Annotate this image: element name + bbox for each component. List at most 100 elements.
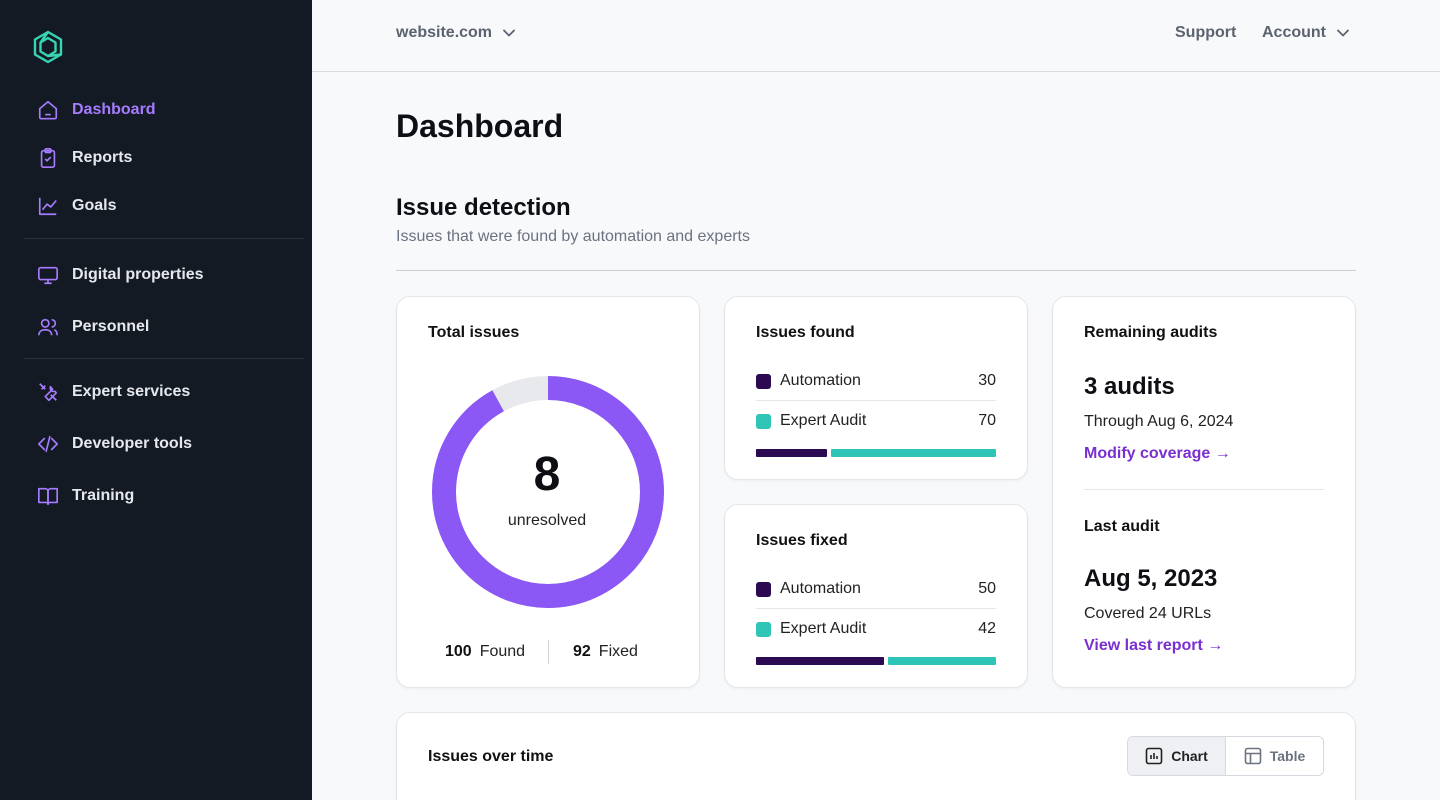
- donut-fixed-arc: [432, 376, 664, 608]
- home-icon: [36, 98, 60, 122]
- card-title: Issues found: [756, 324, 855, 341]
- row-divider: [756, 608, 996, 609]
- issues-fixed-card: Issues fixed Automation 50 Expert Audit …: [724, 504, 1028, 688]
- sidebar-item-label: Training: [72, 487, 135, 504]
- row-label: Expert Audit: [780, 620, 867, 637]
- row-label: Expert Audit: [780, 412, 867, 429]
- expert-audit-swatch: [756, 621, 771, 637]
- section-divider: [396, 270, 1356, 271]
- view-toggle: Chart Table: [1127, 736, 1324, 776]
- row-value: 30: [978, 372, 996, 389]
- support-label: Support: [1175, 24, 1237, 41]
- found-label: Found: [479, 643, 526, 660]
- sidebar-item-dashboard[interactable]: Dashboard: [24, 90, 304, 130]
- row-label: Automation: [780, 372, 861, 389]
- fixed-label: Fixed: [598, 643, 638, 660]
- page-title: Dashboard: [396, 108, 564, 144]
- tools-icon: [36, 380, 60, 404]
- issues-found-card: Issues found Automation 30 Expert Audit …: [724, 296, 1028, 480]
- sidebar-item-expert-services[interactable]: Expert services: [24, 372, 304, 412]
- card-title: Total issues: [428, 324, 520, 341]
- fixed-count: 92: [573, 643, 591, 660]
- code-icon: [36, 432, 60, 456]
- automation-swatch: [756, 373, 771, 389]
- top-bar: website.com Support Account: [312, 0, 1440, 72]
- row-divider: [756, 400, 996, 401]
- monitor-icon: [36, 263, 60, 287]
- sidebar-divider: [24, 238, 304, 239]
- site-selector-label: website.com: [396, 24, 493, 41]
- automation-swatch: [756, 581, 771, 597]
- sidebar-item-label: Digital properties: [72, 266, 204, 283]
- sidebar-item-label: Goals: [72, 197, 117, 214]
- table-view-label: Table: [1269, 748, 1306, 764]
- row-value: 42: [978, 620, 996, 637]
- sidebar-item-label: Dashboard: [72, 101, 156, 118]
- sidebar-item-label: Developer tools: [72, 435, 193, 452]
- sidebar-item-personnel[interactable]: Personnel: [24, 307, 304, 347]
- sidebar-divider: [24, 358, 304, 359]
- chevron-down-icon: [503, 29, 515, 37]
- found-count: 100: [445, 643, 472, 660]
- view-last-report-link[interactable]: View last report →: [1084, 637, 1224, 654]
- card-title: Issues over time: [428, 748, 554, 765]
- book-icon: [36, 484, 60, 508]
- remaining-audits-value: 3 audits: [1084, 373, 1175, 400]
- table-view-button[interactable]: Table: [1226, 737, 1323, 775]
- issues-fixed-bar: [756, 657, 996, 665]
- issues-found-row-automation: Automation 30: [756, 361, 996, 401]
- remaining-audits-through: Through Aug 6, 2024: [1084, 413, 1234, 430]
- last-audit-coverage: Covered 24 URLs: [1084, 605, 1212, 622]
- automation-bar-segment: [756, 657, 884, 665]
- row-value: 70: [978, 412, 996, 429]
- sidebar-item-digital-properties[interactable]: Digital properties: [24, 255, 304, 295]
- row-label: Automation: [780, 580, 861, 597]
- table-icon: [1244, 747, 1262, 765]
- sidebar-item-label: Reports: [72, 149, 133, 166]
- unresolved-label: unresolved: [507, 512, 587, 529]
- expert-audit-swatch: [756, 413, 771, 429]
- unresolved-count: 8: [533, 448, 561, 501]
- audits-divider: [1084, 489, 1324, 490]
- row-value: 50: [978, 580, 996, 597]
- sidebar-item-label: Personnel: [72, 318, 150, 335]
- section-title: Issue detection: [396, 194, 571, 221]
- users-icon: [36, 315, 60, 339]
- support-link[interactable]: Support: [1175, 24, 1236, 42]
- sidebar-item-reports[interactable]: Reports: [24, 138, 304, 178]
- chart-view-label: Chart: [1171, 748, 1208, 764]
- section-subtitle: Issues that were found by automation and…: [396, 228, 750, 245]
- trend-chart-icon: [36, 194, 60, 218]
- issues-over-time-card: Issues over time Chart Table: [396, 712, 1356, 800]
- sidebar-item-developer-tools[interactable]: Developer tools: [24, 424, 304, 464]
- expert-audit-bar-segment: [888, 657, 996, 665]
- last-audit-title: Last audit: [1084, 518, 1160, 535]
- chart-view-button[interactable]: Chart: [1128, 737, 1226, 775]
- site-selector[interactable]: website.com: [396, 24, 516, 42]
- modify-coverage-link[interactable]: Modify coverage →: [1084, 445, 1231, 462]
- expert-audit-bar-segment: [831, 449, 996, 457]
- found-total: 100 Found: [445, 643, 525, 661]
- fixed-total: 92 Fixed: [573, 643, 638, 661]
- total-issues-card: Total issues 8 unresolved 100 Found 92 Fix…: [396, 296, 700, 688]
- sidebar-item-goals[interactable]: Goals: [24, 186, 304, 226]
- sidebar-item-training[interactable]: Training: [24, 476, 304, 516]
- account-label: Account: [1262, 24, 1326, 41]
- audits-card: Remaining audits 3 audits Through Aug 6,…: [1052, 296, 1356, 688]
- logo-icon[interactable]: [31, 30, 65, 64]
- last-audit-date: Aug 5, 2023: [1084, 565, 1218, 592]
- bar-chart-icon: [1145, 747, 1163, 765]
- issues-found-bar: [756, 449, 996, 457]
- totals-divider: [548, 640, 549, 664]
- chevron-down-icon: [1337, 29, 1349, 37]
- sidebar-item-label: Expert services: [72, 383, 191, 400]
- issues-found-row-expert-audit: Expert Audit 70: [756, 401, 996, 441]
- issues-fixed-row-automation: Automation 50: [756, 569, 996, 609]
- account-menu[interactable]: Account: [1262, 24, 1350, 42]
- remaining-audits-title: Remaining audits: [1084, 324, 1218, 341]
- issues-fixed-row-expert-audit: Expert Audit 42: [756, 609, 996, 649]
- automation-bar-segment: [756, 449, 827, 457]
- clipboard-check-icon: [36, 146, 60, 170]
- sidebar: Dashboard Reports Goals Digital properti…: [0, 0, 312, 800]
- card-title: Issues fixed: [756, 532, 848, 549]
